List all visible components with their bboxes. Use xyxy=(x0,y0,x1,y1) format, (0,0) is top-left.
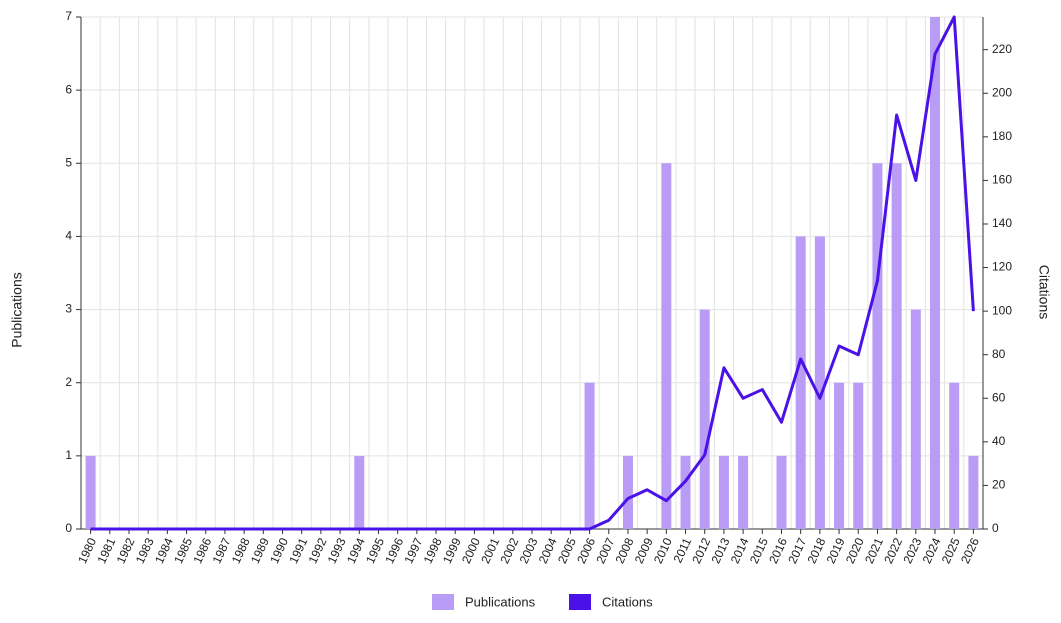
bar xyxy=(699,309,710,529)
y2-tick-label: 180 xyxy=(992,129,1012,143)
bar xyxy=(814,236,825,529)
y2-tick-label: 0 xyxy=(992,521,999,535)
bar xyxy=(776,455,787,529)
bar xyxy=(85,455,96,529)
y-tick-label: 5 xyxy=(65,155,72,169)
y2-tick-label: 100 xyxy=(992,303,1012,317)
y2-tick-label: 160 xyxy=(992,173,1012,187)
y2-tick-label: 40 xyxy=(992,434,1006,448)
bar xyxy=(738,455,749,529)
bar xyxy=(680,455,691,529)
bar xyxy=(872,163,883,530)
legend-label[interactable]: Publications xyxy=(465,594,536,609)
bar xyxy=(718,455,729,529)
y2-tick-label: 80 xyxy=(992,347,1006,361)
bar xyxy=(354,455,365,529)
legend-swatch[interactable] xyxy=(569,594,591,610)
bar xyxy=(661,163,672,530)
y2-tick-label: 60 xyxy=(992,390,1006,404)
y2-tick-label: 220 xyxy=(992,42,1012,56)
y-tick-label: 3 xyxy=(65,302,72,316)
x-tick-label: 2010 xyxy=(651,535,675,565)
bar xyxy=(853,382,864,529)
y2-tick-label: 140 xyxy=(992,216,1012,230)
y2-tick-label: 120 xyxy=(992,260,1012,274)
y2-tick-label: 20 xyxy=(992,478,1006,492)
y-tick-label: 6 xyxy=(65,82,72,96)
y-tick-label: 0 xyxy=(65,521,72,535)
bar xyxy=(949,382,960,529)
bar xyxy=(834,382,845,529)
bar xyxy=(930,17,941,529)
legend-label[interactable]: Citations xyxy=(602,594,653,609)
bar xyxy=(795,236,806,529)
y-tick-label: 2 xyxy=(65,375,72,389)
y2-tick-label: 200 xyxy=(992,85,1012,99)
line xyxy=(90,15,975,531)
y-tick-label: 4 xyxy=(65,229,72,243)
y-tick-label: 7 xyxy=(65,9,72,23)
y-axis-title: Publications xyxy=(9,272,25,348)
bar xyxy=(910,309,921,529)
x-tick-label: 2026 xyxy=(958,535,982,565)
legend-swatch[interactable] xyxy=(432,594,454,610)
y-tick-label: 1 xyxy=(65,448,72,462)
bar xyxy=(968,455,979,529)
bar xyxy=(622,455,633,529)
y2-axis-title: Citations xyxy=(1036,265,1052,319)
bar xyxy=(584,382,595,529)
bar xyxy=(891,163,902,530)
